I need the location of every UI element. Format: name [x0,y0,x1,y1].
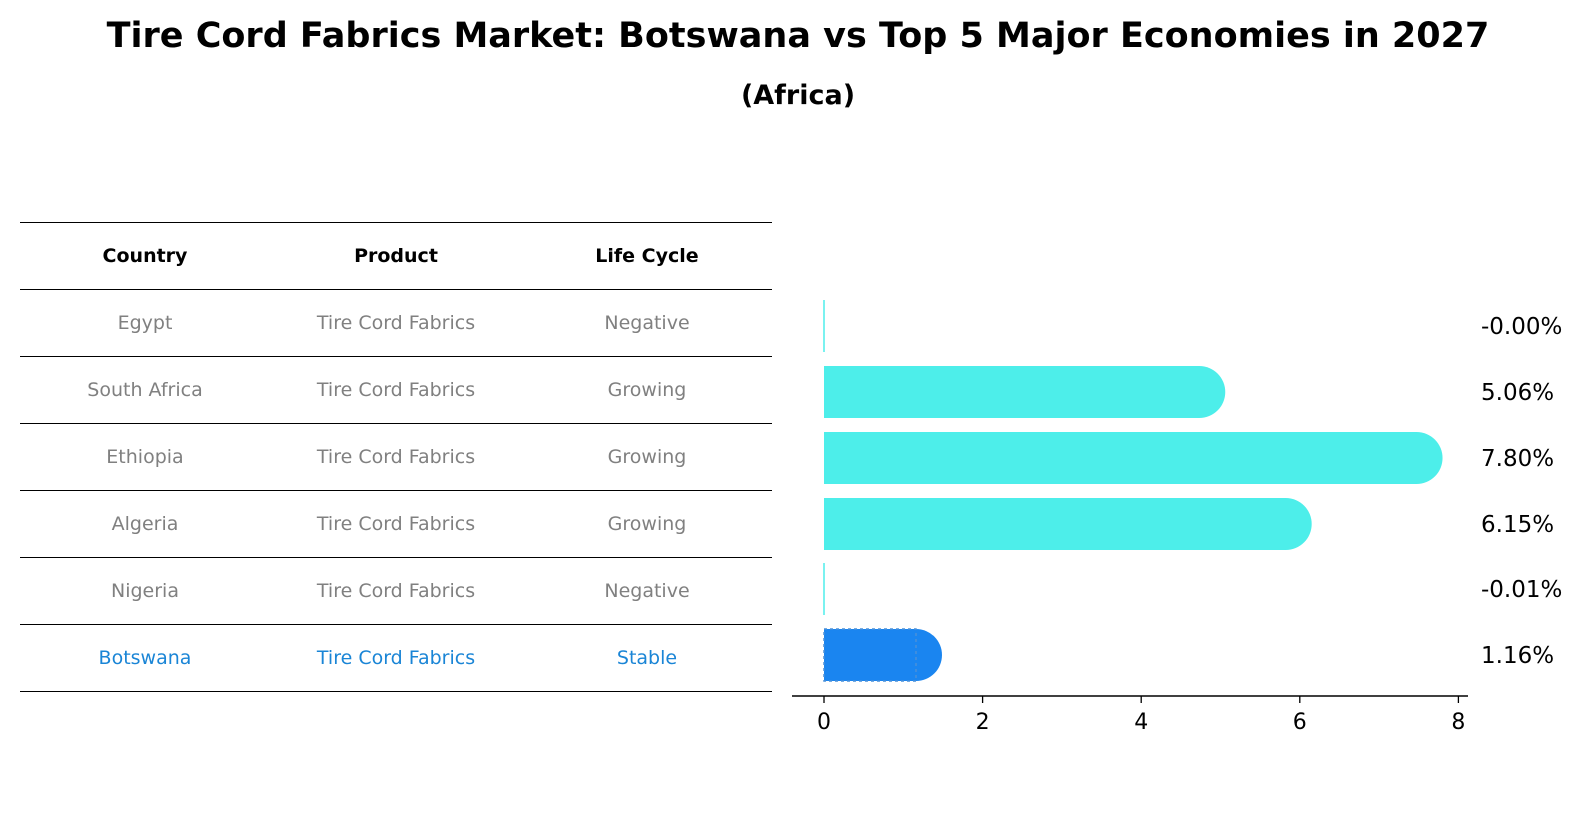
data-table: Country Product Life Cycle Egypt Tire Co… [20,222,772,692]
table-row: Nigeria Tire Cord Fabrics Negative [20,557,772,624]
table-row: Algeria Tire Cord Fabrics Growing [20,490,772,557]
table-row-highlight: Botswana Tire Cord Fabrics Stable [20,624,772,692]
cell-life-cycle: Stable [616,647,678,669]
bar-botswana [824,629,942,681]
cell-product: Tire Cord Fabrics [316,379,476,401]
data-label-botswana: 1.16% [1481,643,1554,669]
data-label-algeria: 6.15% [1481,512,1554,538]
data-label-egypt: -0.00% [1481,314,1562,340]
cell-country: Algeria [111,513,179,535]
cell-country: South Africa [87,379,203,401]
table-header-row: Country Product Life Cycle [20,222,772,289]
cell-product: Tire Cord Fabrics [316,312,476,334]
x-tick-label-6: 6 [1293,710,1307,735]
cell-country: Ethiopia [106,446,184,468]
header-product: Product [354,245,438,267]
cell-life-cycle: Growing [607,446,687,468]
data-label-nigeria: -0.01% [1481,577,1562,603]
data-label-ethiopia: 7.80% [1481,446,1554,472]
x-tick-label-4: 4 [1134,710,1148,735]
bar-ethiopia [824,432,1443,484]
cell-product: Tire Cord Fabrics [316,580,476,602]
bar-algeria [824,498,1312,550]
chart-subtitle: (Africa) [740,80,856,111]
cell-life-cycle: Growing [607,513,687,535]
cell-country: Egypt [117,312,173,334]
chart-title: Tire Cord Fabrics Market: Botswana vs To… [106,16,1490,56]
table-row: Ethiopia Tire Cord Fabrics Growing [20,423,772,490]
cell-product: Tire Cord Fabrics [316,513,476,535]
cell-life-cycle: Negative [604,580,690,602]
cell-product: Tire Cord Fabrics [316,647,476,669]
bar-south-africa [824,366,1226,418]
header-country: Country [102,245,188,267]
data-label-south-africa: 5.06% [1481,380,1554,406]
x-tick-label-8: 8 [1451,710,1465,735]
cell-country: Botswana [98,647,192,669]
table-row: Egypt Tire Cord Fabrics Negative [20,289,772,356]
table-row: South Africa Tire Cord Fabrics Growing [20,356,772,423]
x-tick-label-0: 0 [817,710,831,735]
cell-life-cycle: Negative [604,312,690,334]
x-tick-label-2: 2 [976,710,990,735]
cell-life-cycle: Growing [607,379,687,401]
header-life-cycle: Life Cycle [595,245,699,267]
cell-country: Nigeria [111,580,179,602]
cell-product: Tire Cord Fabrics [316,446,476,468]
